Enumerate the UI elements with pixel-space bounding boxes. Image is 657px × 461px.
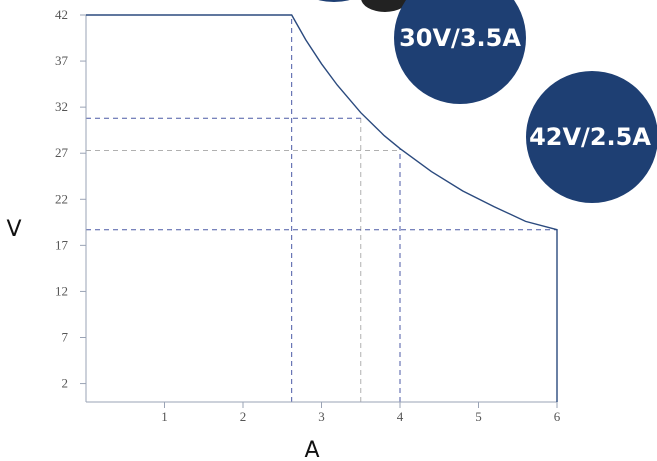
annotation-badge-30v-label: 30V/3.5A bbox=[399, 24, 521, 52]
series-layer bbox=[86, 14, 558, 402]
top-partial-circle bbox=[318, 0, 350, 2]
y-tick-label: 22 bbox=[55, 191, 68, 206]
annotation-badge-30v-circle bbox=[394, 0, 526, 104]
annotation-badge-30v: 30V/3.5A bbox=[394, 0, 526, 104]
y-tick-label: 27 bbox=[55, 145, 69, 160]
va-curve-line bbox=[86, 14, 558, 402]
x-axis-title: A bbox=[304, 438, 319, 461]
y-tick-label: 32 bbox=[55, 99, 68, 114]
x-tick-label: 3 bbox=[318, 409, 325, 424]
annotation-badge-42v-label: 42V/2.5A bbox=[529, 123, 651, 151]
reference-lines bbox=[86, 15, 557, 402]
y-tick-label: 2 bbox=[62, 376, 69, 391]
x-tick-label: 2 bbox=[240, 409, 247, 424]
y-tick-label: 17 bbox=[55, 237, 69, 252]
x-tick-label: 5 bbox=[475, 409, 482, 424]
annotation-badge-42v: 42V/2.5A bbox=[526, 71, 657, 203]
x-tick-label: 1 bbox=[161, 409, 168, 424]
y-tick-label: 12 bbox=[55, 283, 68, 298]
top-partial-dark-shape bbox=[361, 0, 409, 12]
y-axis-title: V bbox=[6, 217, 21, 242]
x-tick-label: 4 bbox=[397, 409, 404, 424]
x-tick-label: 6 bbox=[554, 409, 561, 424]
annotation-badge-42v-circle bbox=[526, 71, 657, 203]
y-tick-label: 42 bbox=[55, 7, 68, 22]
y-tick-label: 7 bbox=[62, 330, 69, 345]
y-tick-label: 37 bbox=[55, 53, 69, 68]
